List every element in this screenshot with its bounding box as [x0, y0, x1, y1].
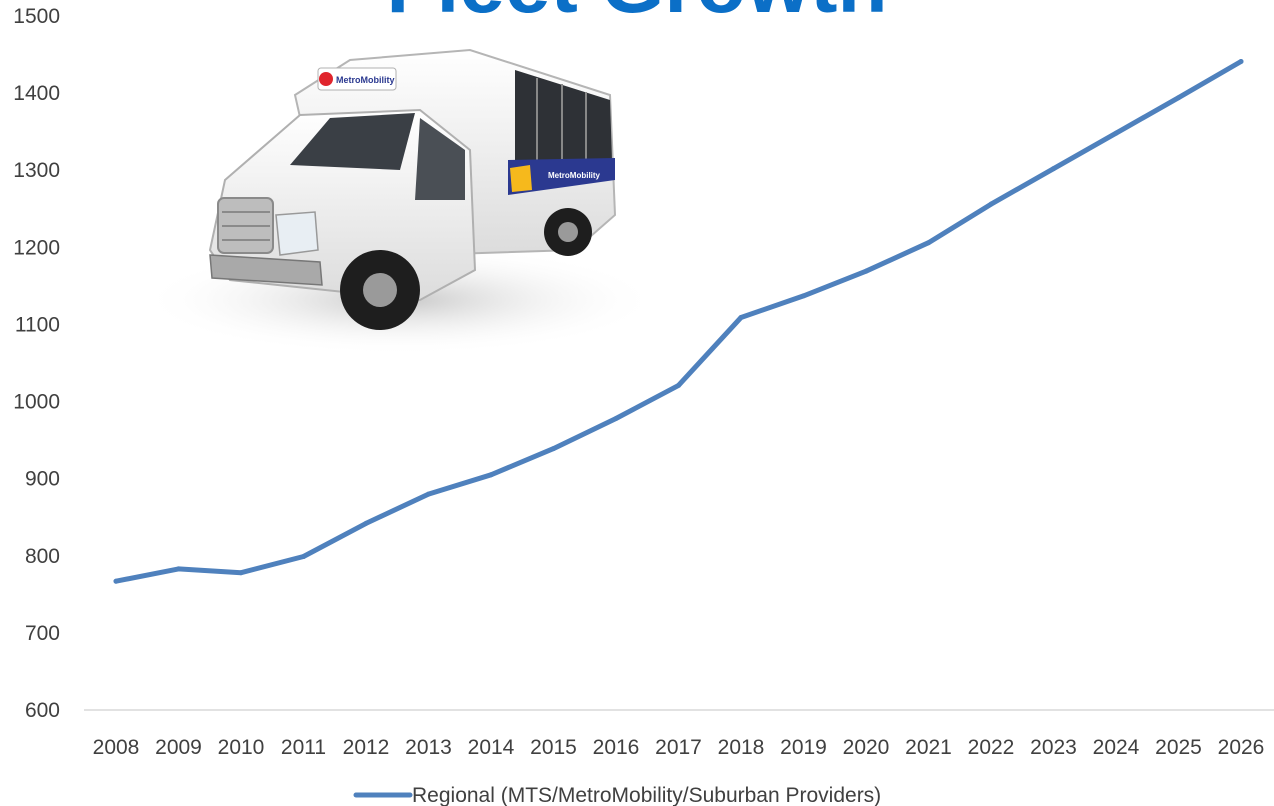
series-group [113, 58, 1244, 584]
y-tick-label: 1200 [13, 236, 60, 259]
bus-side-stripe [508, 158, 615, 195]
y-tick-label: 1300 [13, 159, 60, 182]
x-tick-label: 2012 [343, 736, 390, 759]
x-tick-label: 2016 [593, 736, 640, 759]
data-point [926, 240, 931, 246]
y-tick-label: 800 [25, 545, 60, 568]
x-tick-label: 2018 [718, 736, 765, 759]
data-point [676, 382, 681, 388]
data-point [801, 293, 806, 299]
data-point [488, 472, 494, 478]
y-tick-label: 1400 [13, 82, 60, 105]
x-tick-label: 2019 [780, 736, 827, 759]
data-point [238, 570, 244, 576]
x-tick-label: 2022 [968, 736, 1015, 759]
axes-group: 600 700 800 900 1000 1100 1200 1300 1400 1500 2008… [13, 5, 1274, 759]
y-tick-label: 1000 [13, 391, 60, 414]
bus-windshield [290, 113, 415, 170]
legend-group: Regional (MTS/MetroMobility/Suburban Pro… [353, 784, 881, 806]
legend-label: Regional (MTS/MetroMobility/Suburban Pro… [412, 784, 881, 806]
data-point [1238, 58, 1244, 64]
x-tick-label: 2023 [1030, 736, 1077, 759]
bus-logo-sign [317, 67, 397, 91]
data-point [1176, 95, 1181, 101]
x-tick-label: 2013 [405, 736, 452, 759]
data-point [1113, 130, 1119, 136]
data-point [176, 566, 181, 572]
y-tick-label: 700 [25, 622, 60, 645]
y-tick-label: 1100 [15, 313, 60, 336]
x-tick-label: 2021 [905, 736, 952, 759]
x-tick-label: 2020 [843, 736, 890, 759]
data-point [113, 578, 119, 584]
y-tick-label: 900 [25, 468, 60, 491]
chart-title: Fleet Growth [386, 0, 887, 30]
bus-wordmark: MetroMobility [336, 75, 395, 85]
x-tick-label: 2015 [530, 736, 577, 759]
y-tick-label: 600 [25, 699, 60, 722]
x-tick-label: 2014 [468, 736, 515, 759]
data-point [613, 416, 619, 422]
data-point [863, 268, 869, 274]
x-tick-label: 2011 [281, 736, 326, 759]
x-tick-label: 2024 [1093, 736, 1140, 759]
x-tick-label: 2025 [1155, 736, 1202, 759]
bus-cab-window [415, 118, 465, 200]
bus-side-wordmark: MetroMobility [548, 171, 601, 180]
x-tick-label: 2008 [93, 736, 140, 759]
y-tick-label: 1500 [13, 5, 60, 28]
data-point [363, 520, 369, 526]
data-point [988, 201, 994, 207]
data-point [551, 446, 556, 452]
title-group: Fleet Growth [386, 0, 887, 30]
x-tick-label: 2009 [155, 736, 202, 759]
bus-bumper [209, 254, 323, 286]
x-tick-label: 2026 [1218, 736, 1265, 759]
data-point [426, 491, 431, 497]
data-point [1051, 166, 1056, 172]
bus-image: MetroMobility MetroMobility [140, 48, 660, 355]
bus-side-windows [515, 70, 612, 160]
x-tick-label: 2017 [655, 736, 702, 759]
data-point [301, 554, 306, 560]
data-point [738, 315, 744, 321]
x-tick-label: 2010 [218, 736, 265, 759]
